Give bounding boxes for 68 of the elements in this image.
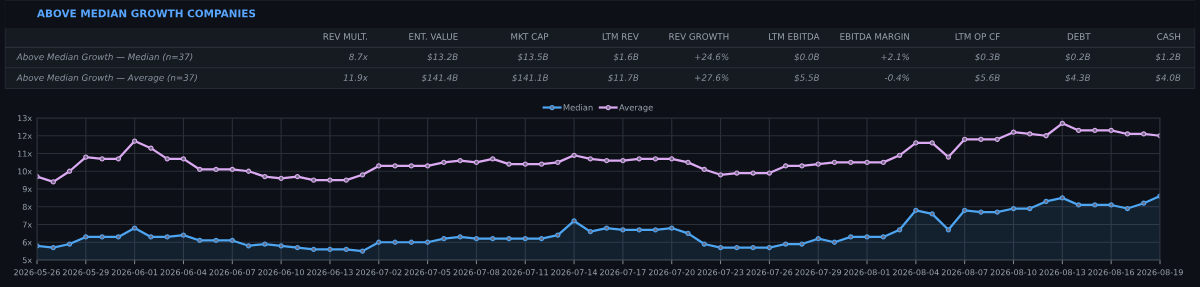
legend-label: Median (563, 104, 593, 111)
text: $4.3B (1065, 74, 1091, 83)
y-tick-label: 10x (18, 168, 32, 175)
x-tick-label: 2026-07-11 (502, 269, 548, 276)
y-tick-label: 5x (22, 257, 32, 264)
category-label: Above Median Growth — Median (n=37) (16, 53, 193, 62)
text: 11.9x (343, 74, 368, 81)
text: $13.2B (427, 53, 458, 62)
y-tick-label: 12x (18, 132, 32, 139)
y-tick-label: 11x (18, 150, 32, 157)
x-tick-label: 2026-08-07 (941, 269, 988, 276)
text: $1.6B (613, 53, 639, 62)
x-tick-label: 2026-08-10 (990, 269, 1037, 276)
x-tick-label: 2026-05-29 (63, 269, 109, 276)
x-tick-label: 2026-08-16 (1088, 269, 1135, 276)
x-tick-label: 2026-07-08 (453, 269, 500, 276)
text: $0.0B (794, 53, 820, 62)
x-tick-label: 2026-08-04 (893, 269, 939, 276)
category-label: MKT CAP (511, 33, 549, 40)
x-tick-label: 2026-05-26 (14, 269, 60, 276)
y-tick-label: 6x (22, 239, 32, 246)
text: $13.5B (517, 53, 549, 62)
x-tick-label: 2026-08-19 (1137, 269, 1183, 276)
x-tick-label: 2026-06-07 (209, 269, 256, 276)
x-tick-label: 2026-07-26 (746, 269, 793, 276)
text: 8.7x (349, 53, 368, 61)
text: $4.0B (1155, 74, 1181, 83)
text: +2.1% (881, 53, 910, 61)
text: $5.6B (975, 74, 1000, 83)
x-tick-label: 2026-06-13 (307, 269, 353, 276)
text: $141.1B (512, 74, 549, 83)
x-tick-label: 2026-07-23 (697, 269, 744, 276)
x-tick-label: 2026-08-13 (1039, 269, 1086, 276)
text: $0.2B (1065, 53, 1091, 62)
text: +27.6% (695, 74, 729, 81)
text: $0.3B (975, 53, 1000, 62)
category-label: CASH (1157, 33, 1181, 40)
y-tick-label: 13x (18, 115, 32, 122)
category-label: ENT. VALUE (409, 33, 458, 40)
text: -0.4% (884, 74, 910, 81)
text: $11.7B (608, 74, 639, 83)
text: $141.4B (421, 74, 458, 83)
x-tick-label: 2026-06-10 (258, 269, 304, 276)
category-label: LTM REV (602, 33, 639, 40)
y-tick-label: 8x (22, 203, 32, 210)
x-tick-label: 2026-07-20 (648, 269, 695, 276)
text: ABOVE MEDIAN GROWTH COMPANIES (36, 9, 256, 18)
x-tick-label: 2026-06-01 (111, 269, 158, 276)
category-label: DEBT (1067, 33, 1091, 40)
x-tick-label: 2026-07-14 (551, 269, 598, 276)
x-tick-label: 2026-07-17 (600, 269, 646, 276)
x-tick-label: 2026-07-02 (355, 269, 402, 276)
text: $1.2B (1155, 53, 1181, 62)
y-tick-label: 9x (22, 186, 32, 193)
x-tick-label: 2026-08-01 (844, 269, 890, 276)
y-tick-label: 7x (22, 221, 32, 228)
x-tick-label: 2026-06-04 (160, 269, 207, 276)
x-tick-label: 2026-07-29 (795, 269, 842, 276)
text: +24.6% (695, 53, 729, 61)
x-tick-label: 2026-07-05 (404, 269, 451, 276)
category-label: Above Median Growth — Average (n=37) (16, 74, 197, 83)
category-label: REV MULT. (323, 33, 367, 40)
legend-label: Average (619, 104, 653, 113)
category-label: LTM OP CF (955, 33, 1000, 40)
category-label: EBITDA MARGIN (840, 33, 910, 40)
text: $5.5B (794, 74, 820, 83)
category-label: LTM EBITDA (769, 33, 820, 40)
category-label: REV GROWTH (669, 33, 729, 40)
